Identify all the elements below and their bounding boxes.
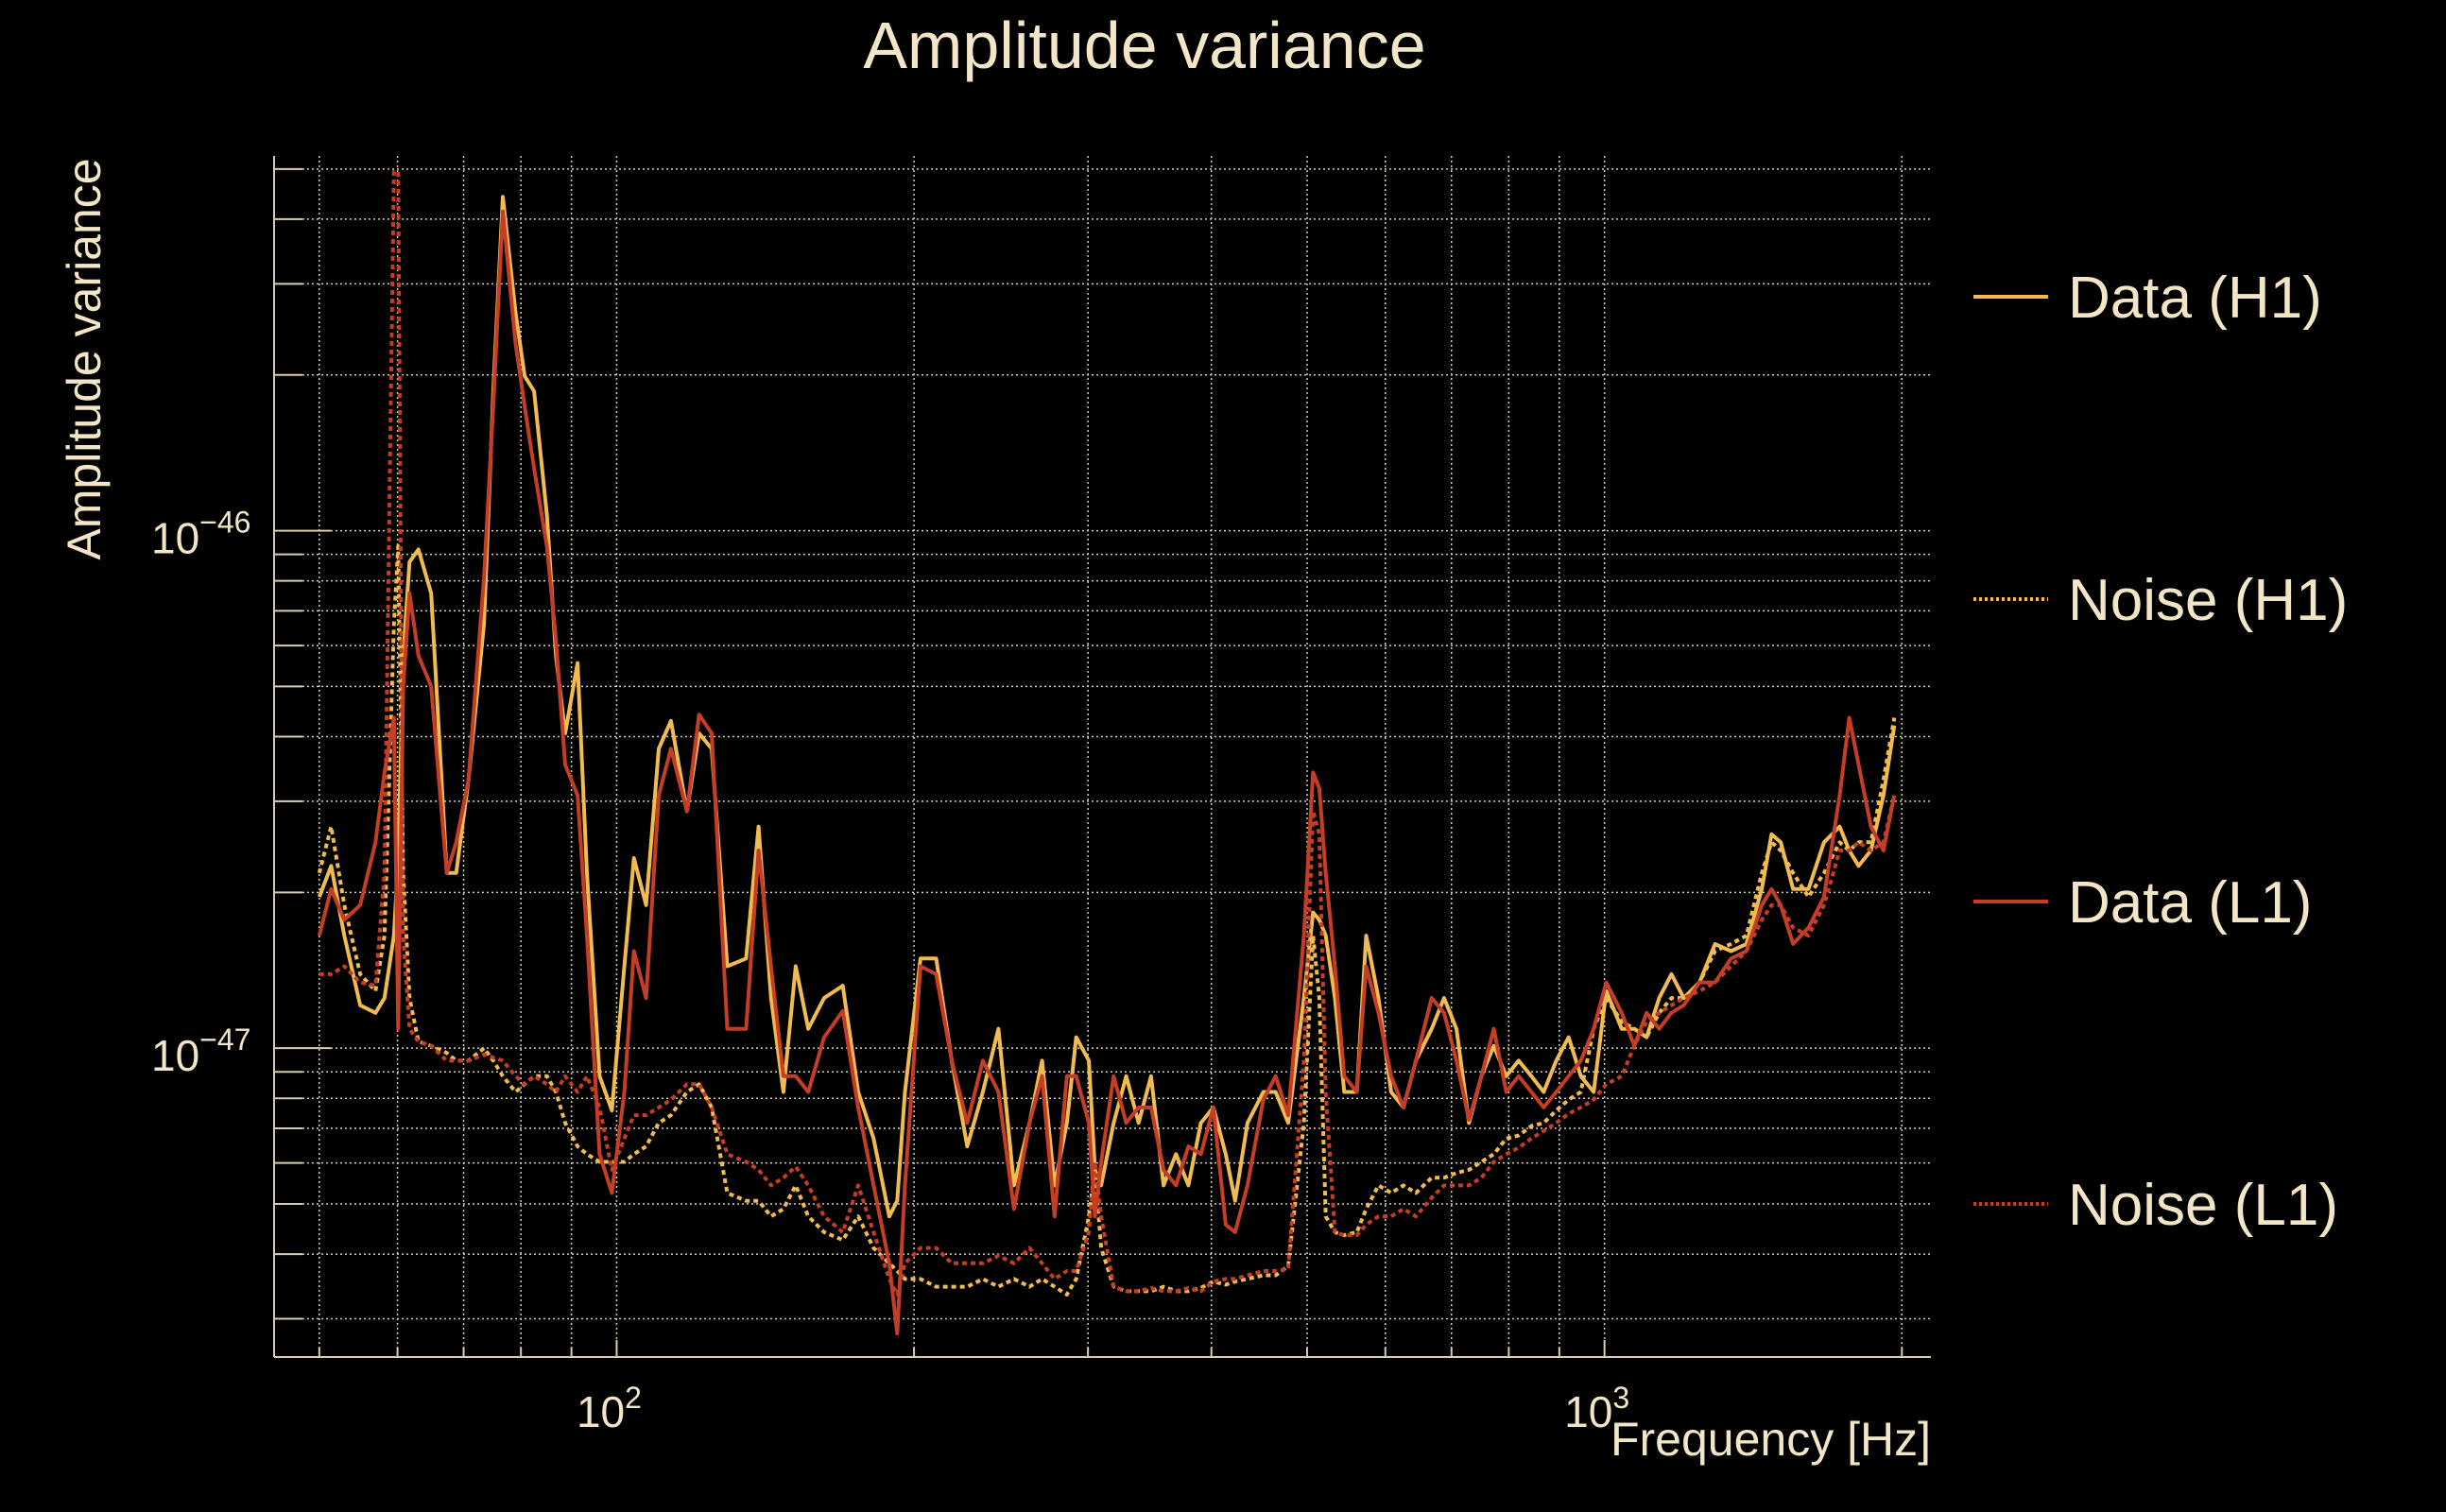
legend-label: Data (L1): [2068, 870, 2312, 936]
series-lines: [317, 169, 1897, 1335]
x-tick-exponent: 3: [1612, 1381, 1629, 1415]
legend-label: Noise (L1): [2068, 1173, 2338, 1238]
x-tick-label: 103: [1564, 1381, 1629, 1436]
y-tick-base: 10: [151, 1031, 199, 1080]
x-axis-label: Frequency [Hz]: [1611, 1413, 1931, 1466]
series-line-data-l1: [317, 209, 1897, 1335]
series-line-noise-l1: [319, 169, 1897, 1297]
legend-label: Noise (H1): [2068, 568, 2348, 633]
x-tick-label: 102: [577, 1381, 642, 1436]
x-tick-base: 10: [577, 1387, 625, 1436]
y-tick-exponent: −46: [199, 506, 250, 540]
x-tick-exponent: 2: [625, 1381, 642, 1415]
x-tick-base: 10: [1564, 1387, 1612, 1436]
grid: [274, 156, 1931, 1357]
y-tick-exponent: −47: [199, 1022, 250, 1057]
legend-label: Data (H1): [2068, 266, 2322, 331]
series-line-noise-h1: [317, 544, 1897, 1297]
y-axis-label: Amplitude variance: [58, 158, 111, 559]
chart-title: Amplitude variance: [863, 9, 1425, 82]
legend: Data (H1) Noise (H1) Data (L1) Noise (L1): [1973, 266, 2348, 1238]
y-tick-label: 10−46: [151, 506, 250, 563]
axes: [273, 156, 1931, 1358]
y-tick-label: 10−47: [151, 1022, 250, 1080]
y-tick-base: 10: [151, 514, 199, 563]
